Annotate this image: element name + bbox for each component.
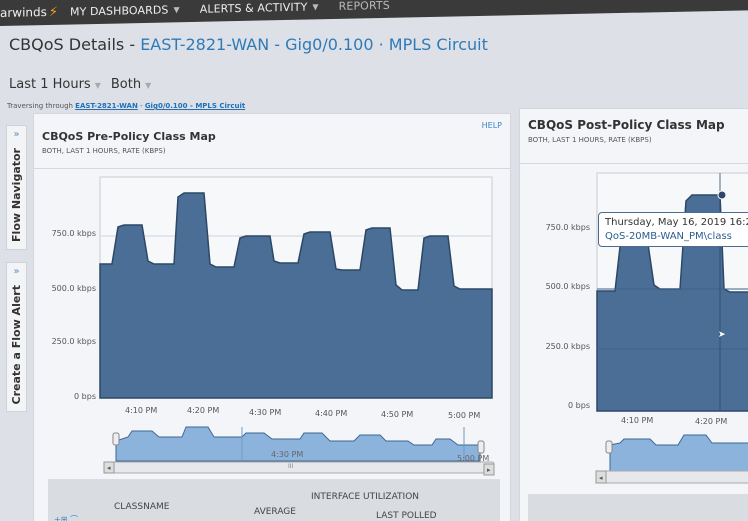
nav-label: MY DASHBOARDS	[70, 2, 169, 19]
page-title: CBQoS Details - EAST-2821-WAN - Gig0/0.1…	[9, 35, 488, 54]
y-tick-label: 500.0 kbps	[545, 282, 590, 291]
pre-policy-area-chart[interactable]	[34, 114, 512, 414]
svg-text:◂: ◂	[599, 474, 603, 482]
nav-alerts-activity[interactable]: ALERTS & ACTIVITY ▼	[200, 0, 319, 15]
y-tick-label: 250.0 kbps	[545, 342, 590, 351]
pre-policy-panel: CBQoS Pre-Policy Class Map BOTH, LAST 1 …	[33, 113, 511, 521]
navigator-handle-right	[477, 440, 485, 454]
hover-point-marker	[717, 190, 727, 200]
y-tick-label: 750.0 kbps	[545, 223, 590, 232]
nav-label: REPORTS	[338, 0, 390, 13]
flame-icon: ⚡	[48, 4, 59, 20]
double-chevron-right-icon: »	[13, 266, 20, 277]
x-tick-label: 4:40 PM	[315, 409, 348, 418]
panel-subtitle: BOTH, LAST 1 HOURS, RATE (KBPS)	[42, 147, 166, 155]
svg-text:▸: ▸	[487, 466, 491, 474]
y-tick-label: 250.0 kbps	[51, 337, 96, 346]
range-navigator[interactable]: ◂	[520, 429, 748, 489]
nav-reports[interactable]: REPORTS	[339, 0, 390, 12]
create-flow-alert-tab[interactable]: » Create a Flow Alert	[6, 262, 27, 412]
panel-title: CBQoS Post-Policy Class Map	[528, 118, 725, 132]
solarwinds-logo[interactable]: arwinds ⚡	[0, 4, 62, 20]
x-tick-label: 4:50 PM	[381, 410, 414, 419]
top-nav-bar: arwinds ⚡ MY DASHBOARDS ▼ ALERTS & ACTIV…	[0, 0, 748, 26]
navigator-handle-left	[112, 432, 120, 446]
chart-tooltip: Thursday, May 16, 2019 16:2 QoS-20MB-WAN…	[598, 212, 748, 247]
navigator-handle-left	[605, 440, 613, 454]
x-tick-label: 4:20 PM	[187, 406, 220, 415]
node-link[interactable]: EAST-2821-WAN	[140, 35, 270, 54]
caret-down-icon: ▼	[145, 81, 152, 90]
traverse-node-link[interactable]: EAST-2821-WAN	[75, 102, 138, 110]
post-policy-area-chart[interactable]: ➤	[520, 109, 748, 429]
column-group-interface-utilization: INTERFACE UTILIZATION	[311, 492, 420, 502]
class-table-header	[528, 494, 748, 521]
navigator-label: 4:30 PM	[271, 450, 304, 459]
flow-navigator-label: Flow Navigator	[10, 148, 23, 242]
interface-link[interactable]: Gig0/0.100 · MPLS Circuit	[285, 35, 488, 54]
tooltip-series: QoS-20MB-WAN_PM\class	[605, 231, 732, 242]
caret-down-icon: ▼	[312, 1, 319, 11]
y-tick-label: 0 bps	[74, 392, 96, 401]
time-range-dropdown[interactable]: Last 1 Hours ▼	[9, 77, 101, 92]
caret-down-icon: ▼	[173, 4, 180, 14]
column-average[interactable]: AVERAGE	[254, 507, 296, 517]
direction-value: Both	[110, 77, 142, 92]
traverse-separator: -	[137, 102, 145, 110]
panel-subtitle: BOTH, LAST 1 HOURS, RATE (KBPS)	[528, 136, 652, 144]
help-link[interactable]: HELP	[481, 121, 502, 130]
logo-text: arwinds	[0, 5, 47, 20]
panel-title: CBQoS Pre-Policy Class Map	[42, 130, 216, 143]
title-prefix: CBQoS Details -	[9, 35, 141, 54]
title-separator: -	[269, 35, 286, 54]
x-tick-label: 4:10 PM	[125, 406, 158, 415]
column-last-polled[interactable]: LAST POLLED	[376, 511, 437, 521]
navigator-label: 5:00 PM	[457, 454, 490, 463]
mouse-cursor-icon: ➤	[718, 330, 726, 340]
panel-header: CBQoS Post-Policy Class Map BOTH, LAST 1…	[520, 109, 748, 164]
svg-text:◂: ◂	[107, 464, 111, 472]
nav-label: ALERTS & ACTIVITY	[199, 0, 308, 16]
y-tick-label: 0 bps	[568, 401, 590, 410]
range-navigator[interactable]: ◂ ▸	[34, 419, 512, 479]
flow-navigator-tab[interactable]: » Flow Navigator	[6, 125, 27, 250]
x-tick-label: 4:10 PM	[621, 416, 654, 425]
caret-down-icon: ▼	[94, 81, 101, 90]
tooltip-date: Thursday, May 16, 2019 16:2	[605, 217, 748, 228]
scrollbar-grip[interactable]: III	[288, 463, 294, 470]
traverse-prefix: Traversing through	[7, 102, 76, 110]
x-tick-label: 4:30 PM	[249, 408, 282, 417]
y-tick-label: 750.0 kbps	[51, 229, 96, 238]
column-classname[interactable]: CLASSNAME	[114, 502, 170, 512]
direction-dropdown[interactable]: Both ▼	[111, 77, 151, 92]
time-range-value: Last 1 Hours	[9, 77, 91, 92]
double-chevron-right-icon: »	[13, 129, 20, 140]
traverse-interface-link[interactable]: Gig0/0.100 - MPLS Circuit	[144, 102, 246, 110]
y-tick-label: 500.0 kbps	[51, 284, 96, 293]
x-tick-label: 4:20 PM	[695, 417, 728, 426]
create-flow-alert-label: Create a Flow Alert	[10, 285, 23, 405]
nav-my-dashboards[interactable]: MY DASHBOARDS ▼	[70, 3, 180, 18]
expand-collapse-icon[interactable]: +⊞ ⌒	[54, 515, 78, 521]
traverse-breadcrumb: Traversing through EAST-2821-WAN - Gig0/…	[7, 102, 245, 110]
x-tick-label: 5:00 PM	[448, 411, 481, 420]
class-table-header: INTERFACE UTILIZATION CLASSNAME AVERAGE …	[48, 479, 500, 521]
filter-bar: Last 1 Hours ▼ Both ▼	[9, 77, 151, 92]
panel-header: CBQoS Pre-Policy Class Map BOTH, LAST 1 …	[34, 114, 510, 169]
post-policy-panel: CBQoS Post-Policy Class Map BOTH, LAST 1…	[519, 108, 748, 521]
